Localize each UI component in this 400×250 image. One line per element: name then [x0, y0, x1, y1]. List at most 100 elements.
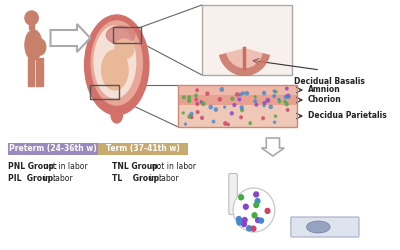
- Circle shape: [254, 202, 258, 207]
- Polygon shape: [262, 138, 284, 156]
- Circle shape: [220, 88, 224, 91]
- FancyBboxPatch shape: [291, 217, 359, 237]
- Circle shape: [233, 104, 236, 106]
- Circle shape: [230, 112, 233, 115]
- Circle shape: [182, 112, 184, 114]
- Circle shape: [262, 117, 264, 119]
- Circle shape: [241, 109, 244, 112]
- Circle shape: [262, 92, 266, 95]
- Circle shape: [240, 106, 243, 109]
- Bar: [113, 27, 141, 43]
- Text: in labor: in labor: [147, 174, 179, 183]
- Circle shape: [184, 123, 186, 125]
- Circle shape: [286, 108, 289, 111]
- Circle shape: [259, 218, 264, 223]
- Ellipse shape: [106, 26, 135, 44]
- Circle shape: [274, 115, 276, 117]
- Circle shape: [240, 116, 242, 119]
- Circle shape: [25, 11, 38, 25]
- Bar: [178, 95, 296, 105]
- Circle shape: [275, 91, 277, 93]
- Text: PNL Group:: PNL Group:: [8, 162, 57, 171]
- Bar: [178, 85, 296, 95]
- Circle shape: [273, 90, 275, 92]
- Circle shape: [286, 87, 288, 90]
- Circle shape: [196, 111, 199, 114]
- Circle shape: [273, 94, 276, 98]
- Circle shape: [247, 226, 252, 231]
- Circle shape: [239, 195, 244, 200]
- Circle shape: [255, 104, 258, 106]
- Circle shape: [224, 106, 226, 108]
- Circle shape: [196, 103, 198, 106]
- Circle shape: [287, 95, 290, 98]
- Bar: [28, 58, 34, 86]
- Text: in labor: in labor: [41, 174, 73, 183]
- Circle shape: [188, 96, 190, 98]
- Circle shape: [256, 218, 260, 222]
- Circle shape: [191, 116, 193, 118]
- Circle shape: [278, 100, 281, 103]
- Circle shape: [236, 216, 241, 222]
- Ellipse shape: [34, 39, 46, 55]
- Circle shape: [188, 99, 190, 102]
- Ellipse shape: [25, 30, 42, 60]
- Circle shape: [218, 98, 221, 101]
- Circle shape: [278, 98, 280, 100]
- Circle shape: [231, 97, 234, 100]
- Polygon shape: [219, 53, 270, 76]
- FancyBboxPatch shape: [229, 174, 237, 214]
- Text: TL    Group:: TL Group:: [112, 174, 162, 183]
- Circle shape: [195, 98, 198, 101]
- Circle shape: [254, 96, 256, 98]
- Circle shape: [202, 102, 205, 106]
- Text: not in labor: not in labor: [41, 162, 88, 171]
- Circle shape: [214, 108, 218, 111]
- Circle shape: [251, 226, 256, 231]
- Polygon shape: [226, 48, 263, 68]
- Circle shape: [237, 220, 242, 225]
- Circle shape: [249, 122, 252, 124]
- Circle shape: [200, 116, 204, 119]
- Bar: [29, 24, 34, 29]
- Text: Decidua Parietalis: Decidua Parietalis: [308, 112, 387, 120]
- Circle shape: [246, 92, 248, 95]
- Circle shape: [196, 89, 198, 92]
- Ellipse shape: [94, 26, 136, 98]
- Circle shape: [212, 120, 215, 123]
- Circle shape: [265, 208, 270, 214]
- Circle shape: [242, 218, 247, 222]
- Circle shape: [263, 104, 265, 107]
- Circle shape: [284, 96, 287, 98]
- Circle shape: [190, 112, 193, 116]
- Circle shape: [188, 115, 191, 118]
- Circle shape: [284, 100, 286, 103]
- Bar: [178, 105, 296, 127]
- Text: PIL  Group:: PIL Group:: [8, 174, 56, 183]
- Circle shape: [233, 188, 275, 232]
- Text: Amnion: Amnion: [308, 86, 341, 94]
- Ellipse shape: [111, 107, 122, 123]
- Bar: [98, 143, 188, 155]
- Circle shape: [238, 98, 241, 101]
- Circle shape: [209, 105, 212, 109]
- Circle shape: [206, 92, 209, 95]
- Text: TNL Group:: TNL Group:: [112, 162, 161, 171]
- Polygon shape: [50, 24, 90, 52]
- Circle shape: [255, 198, 260, 203]
- Ellipse shape: [84, 15, 149, 115]
- Circle shape: [252, 213, 257, 218]
- Circle shape: [236, 93, 239, 96]
- Text: Decidual Basalis: Decidual Basalis: [294, 77, 364, 86]
- Ellipse shape: [91, 21, 142, 105]
- Ellipse shape: [102, 50, 128, 90]
- Circle shape: [115, 39, 134, 59]
- Bar: [90, 85, 119, 99]
- Circle shape: [285, 102, 288, 106]
- Circle shape: [242, 92, 244, 95]
- Text: Preterm (24-36th w): Preterm (24-36th w): [9, 144, 97, 154]
- Circle shape: [200, 101, 202, 103]
- Circle shape: [266, 98, 270, 102]
- Circle shape: [263, 102, 266, 104]
- Text: not in labor: not in labor: [147, 162, 196, 171]
